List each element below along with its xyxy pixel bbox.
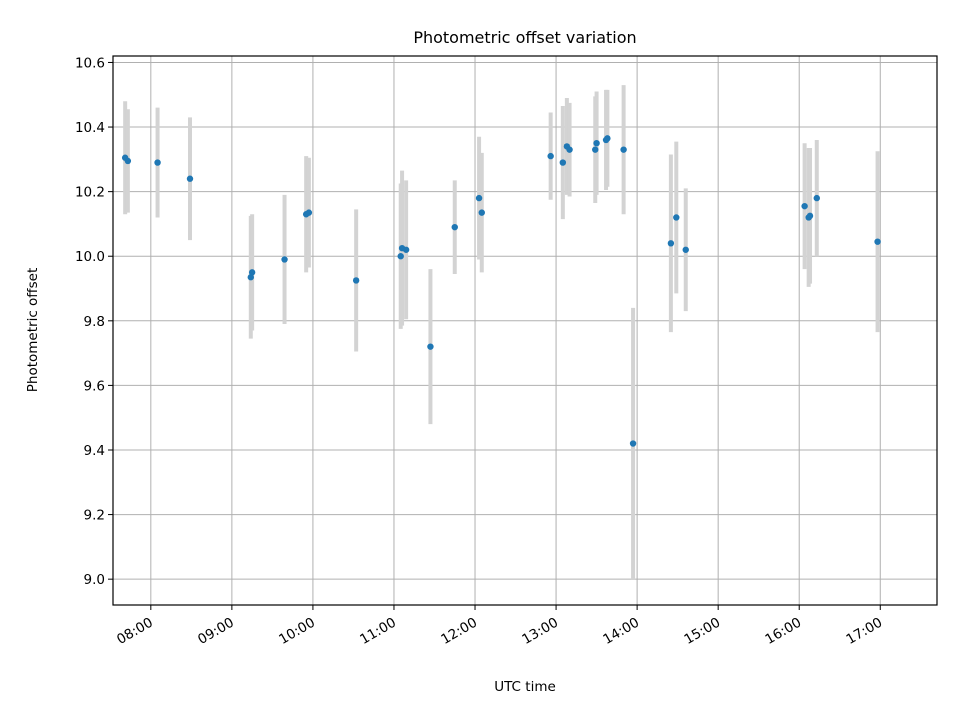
data-point xyxy=(682,246,689,253)
data-point xyxy=(397,253,404,260)
data-point xyxy=(247,274,254,281)
y-tick-label: 9.4 xyxy=(84,443,105,459)
data-point xyxy=(248,269,256,276)
y-tick-label: 9.8 xyxy=(84,314,105,330)
data-point xyxy=(667,240,675,247)
data-point xyxy=(592,146,599,153)
data-point xyxy=(604,135,611,142)
data-point xyxy=(801,202,808,210)
data-point xyxy=(154,159,161,166)
x-axis-label: UTC time xyxy=(494,679,556,695)
data-point xyxy=(593,139,600,147)
y-tick-label: 9.6 xyxy=(84,378,105,394)
y-axis-label: Photometric offset xyxy=(25,268,41,392)
data-point xyxy=(478,209,485,216)
data-point xyxy=(402,246,410,253)
data-point xyxy=(427,343,434,350)
grid-layer xyxy=(113,56,937,605)
data-point xyxy=(813,194,820,202)
data-point xyxy=(547,152,554,160)
y-tick-label: 9.2 xyxy=(84,508,105,524)
y-tick-label: 10.2 xyxy=(75,185,105,201)
data-point xyxy=(281,256,288,263)
chart-title: Photometric offset variation xyxy=(413,28,636,47)
data-point xyxy=(673,214,680,221)
point-layer xyxy=(121,135,881,447)
y-tick-label: 10.6 xyxy=(75,55,105,71)
data-point xyxy=(186,175,194,182)
data-point xyxy=(620,146,627,153)
y-tick-label: 9.0 xyxy=(84,572,105,588)
data-point xyxy=(124,157,132,165)
data-point xyxy=(559,159,567,166)
data-point xyxy=(451,223,458,231)
plot-frame xyxy=(112,55,938,606)
data-point xyxy=(874,238,881,245)
data-point xyxy=(475,194,483,202)
y-tick-label: 10.0 xyxy=(75,249,105,265)
data-point xyxy=(806,212,814,220)
data-point xyxy=(629,440,637,447)
data-point xyxy=(352,277,360,284)
data-point xyxy=(566,146,573,153)
data-point xyxy=(305,209,313,216)
y-tick-label: 10.4 xyxy=(75,120,105,136)
